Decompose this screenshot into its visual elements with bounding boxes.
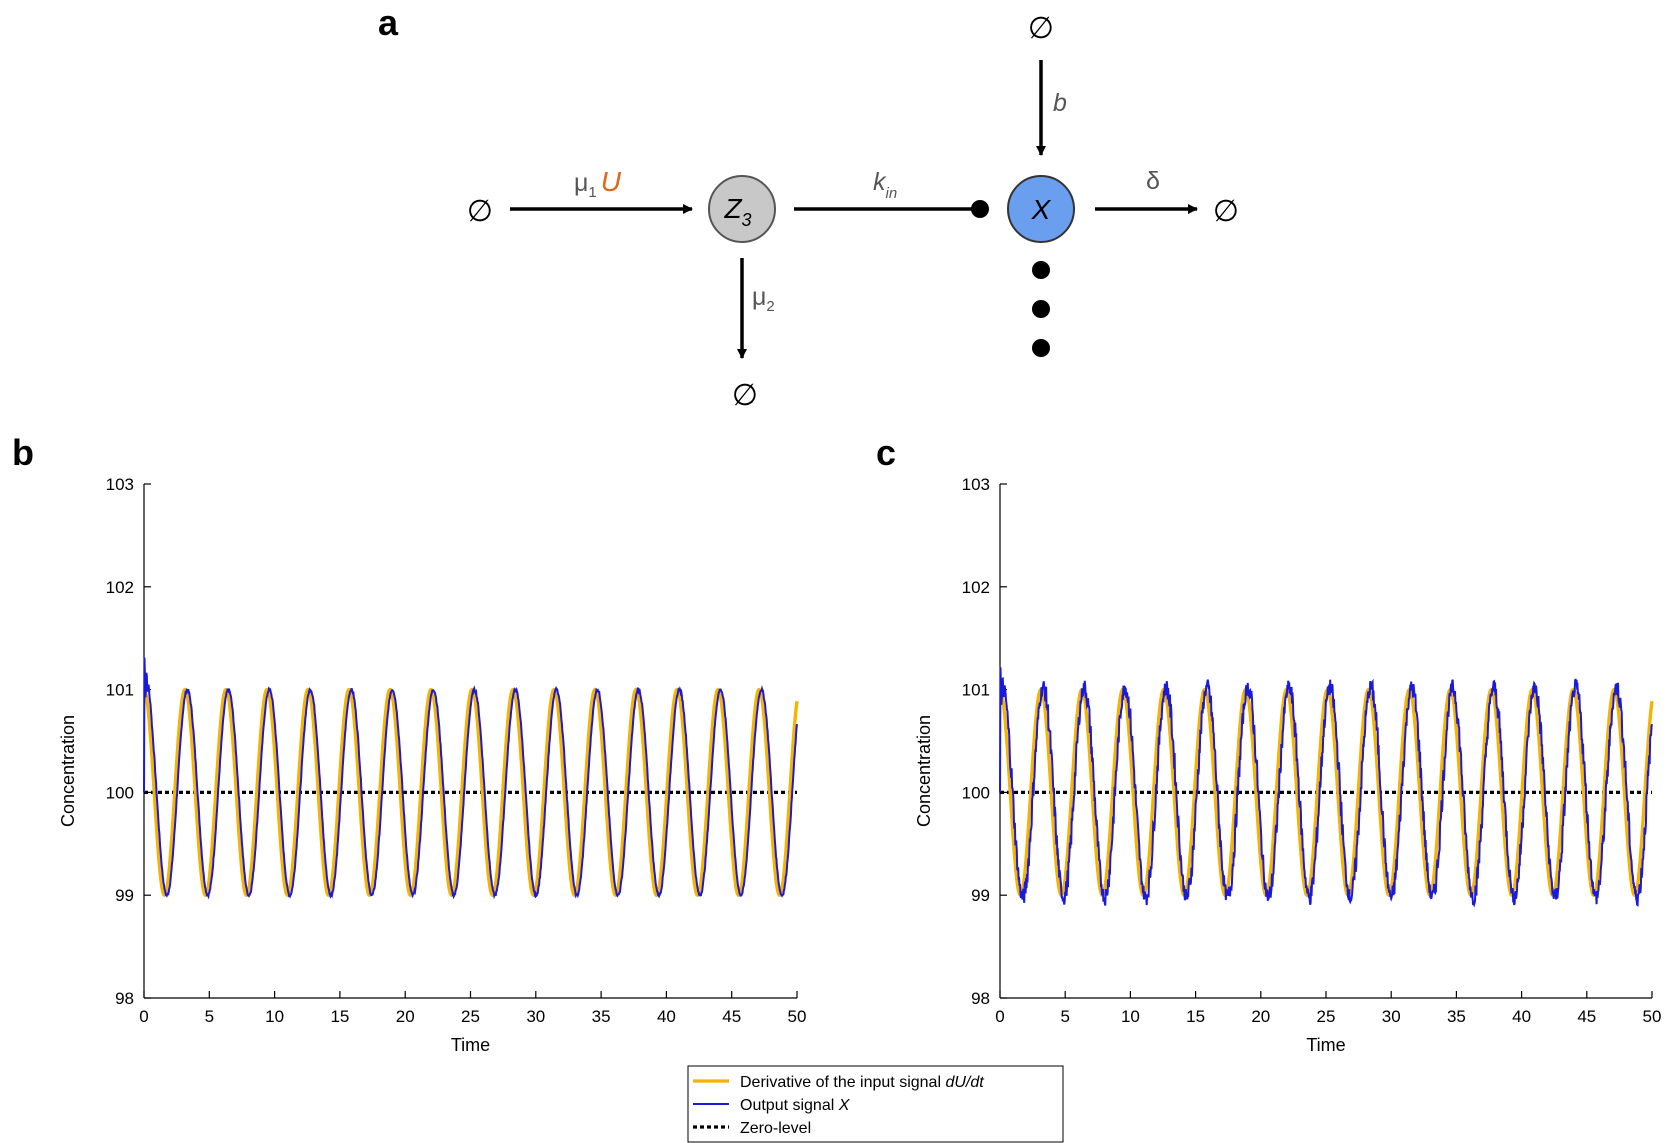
chart-panel-b: 98 99 100 101 102 103 0 5 10 15 20 25 30 35 40 45 50 Time… bbox=[58, 475, 806, 1055]
x-tick-label: 20 bbox=[396, 1007, 415, 1026]
node-z3-label: Z3 bbox=[723, 193, 751, 230]
null-symbol-sink-z: ∅ bbox=[732, 379, 758, 412]
x-tick-label: 35 bbox=[1447, 1007, 1466, 1026]
x-tick-label: 25 bbox=[461, 1007, 480, 1026]
x-tick-label: 50 bbox=[1643, 1007, 1662, 1026]
y-axis-title: Concentration bbox=[914, 715, 934, 827]
null-symbol-source-x: ∅ bbox=[1028, 12, 1054, 45]
y-tick-label: 98 bbox=[971, 989, 990, 1008]
ellipsis-dot-3 bbox=[1032, 339, 1050, 357]
legend-label-output: Output signal X bbox=[740, 1097, 851, 1114]
y-tick-label: 102 bbox=[962, 578, 990, 597]
ellipsis-dot-1 bbox=[1032, 261, 1050, 279]
series-input bbox=[143, 687, 799, 898]
node-x-label: X bbox=[1031, 194, 1052, 225]
x-axis-title: Time bbox=[451, 1035, 490, 1055]
series-output bbox=[143, 657, 798, 900]
x-tick-label: 20 bbox=[1251, 1007, 1270, 1026]
x-tick-label: 30 bbox=[526, 1007, 545, 1026]
x-tick-label: 45 bbox=[1577, 1007, 1596, 1026]
y-tick-label: 101 bbox=[106, 681, 134, 700]
ellipsis-dot-2 bbox=[1032, 300, 1050, 318]
node-z3 bbox=[708, 175, 776, 243]
panel-label-c: c bbox=[876, 432, 896, 473]
panel-label-a: a bbox=[378, 2, 399, 43]
y-tick-label: 100 bbox=[106, 783, 134, 802]
inhibition-dot bbox=[971, 200, 989, 218]
y-tick-label: 98 bbox=[115, 989, 134, 1008]
chart-panel-c: 98 99 100 101 102 103 0 5 10 15 20 25 30 35 40 45 50 Time… bbox=[914, 475, 1661, 1055]
x-tick-label: 15 bbox=[1186, 1007, 1205, 1026]
legend-label-zero: Zero-level bbox=[740, 1120, 811, 1137]
y-tick-label: 103 bbox=[962, 475, 990, 494]
null-symbol-source-z: ∅ bbox=[467, 195, 493, 228]
x-tick-label: 10 bbox=[265, 1007, 284, 1026]
label-b: b bbox=[1053, 89, 1067, 117]
series-output bbox=[999, 667, 1653, 908]
label-mu1-u: μ1 U bbox=[574, 166, 622, 201]
y-tick-label: 99 bbox=[115, 886, 134, 905]
x-tick-label: 5 bbox=[1060, 1007, 1069, 1026]
y-tick-label: 99 bbox=[971, 886, 990, 905]
y-tick-label: 102 bbox=[106, 578, 134, 597]
x-axis-title: Time bbox=[1306, 1035, 1345, 1055]
x-tick-label: 15 bbox=[330, 1007, 349, 1026]
panel-label-b: b bbox=[12, 432, 34, 473]
series-input bbox=[999, 687, 1654, 898]
y-axis-title: Concentration bbox=[58, 715, 78, 827]
legend: Derivative of the input signal dU/dt Outp… bbox=[687, 1065, 1064, 1143]
label-mu2: μ2 bbox=[752, 283, 775, 315]
x-tick-label: 10 bbox=[1121, 1007, 1140, 1026]
y-tick-label: 100 bbox=[962, 783, 990, 802]
legend-label-input: Derivative of the input signal dU/dt bbox=[740, 1074, 984, 1091]
x-tick-label: 25 bbox=[1317, 1007, 1336, 1026]
x-tick-label: 40 bbox=[1512, 1007, 1531, 1026]
label-delta: δ bbox=[1146, 167, 1160, 195]
x-tick-label: 0 bbox=[139, 1007, 148, 1026]
null-symbol-sink-x: ∅ bbox=[1213, 195, 1239, 228]
x-tick-label: 35 bbox=[592, 1007, 611, 1026]
x-tick-label: 30 bbox=[1382, 1007, 1401, 1026]
x-tick-label: 0 bbox=[995, 1007, 1004, 1026]
node-x bbox=[1007, 175, 1075, 243]
legend-box bbox=[687, 1065, 1064, 1143]
y-tick-label: 103 bbox=[106, 475, 134, 494]
x-tick-label: 50 bbox=[788, 1007, 807, 1026]
x-tick-label: 45 bbox=[722, 1007, 741, 1026]
x-tick-label: 5 bbox=[205, 1007, 214, 1026]
reaction-diagram: ∅ ∅ ∅ ∅ Z3 X μ1 U μ2 kin b δ bbox=[467, 12, 1239, 412]
x-tick-label: 40 bbox=[657, 1007, 676, 1026]
label-kin: kin bbox=[873, 168, 897, 202]
y-tick-label: 101 bbox=[962, 681, 990, 700]
